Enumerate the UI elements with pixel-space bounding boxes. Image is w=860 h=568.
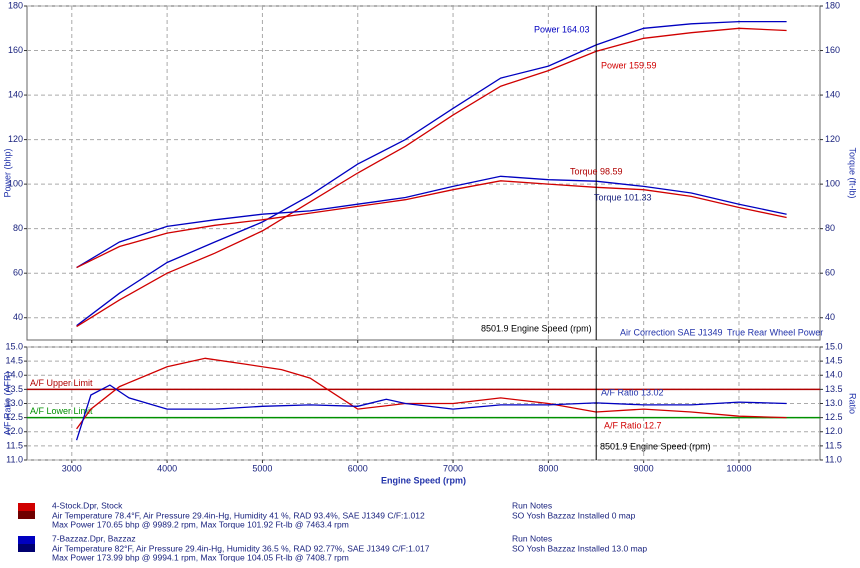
- y-tick-label: 40: [13, 312, 23, 322]
- y-tick-label: 14.5: [5, 356, 23, 366]
- x-tick-label: 5000: [252, 463, 272, 473]
- run-notes-title: Run Notes: [512, 533, 552, 543]
- run-max: Max Power 173.99 bhp @ 9994.1 rpm, Max T…: [52, 552, 349, 562]
- y2-axis-label: Torque (ft-lb): [848, 147, 858, 198]
- y2-tick-label: 60: [825, 268, 835, 278]
- y-axis-label: A/F Ratio (AFR): [2, 371, 12, 435]
- run-notes: SO Yosh Bazzaz Installed 0 map: [512, 510, 636, 520]
- y2-tick-label: 40: [825, 312, 835, 322]
- y2-tick-label: 11.5: [825, 440, 842, 450]
- run-notes-title: Run Notes: [512, 500, 552, 510]
- y-tick-label: 14.0: [5, 370, 23, 380]
- cursor-label: 8501.9 Engine Speed (rpm): [481, 323, 592, 333]
- run-title: 7-Bazzaz.Dpr, Bazzaz: [52, 533, 136, 543]
- x-tick-label: 8000: [538, 463, 558, 473]
- run-conditions: Air Temperature 78.4°F, Air Pressure 29.…: [52, 510, 425, 520]
- cursor-label: 8501.9 Engine Speed (rpm): [600, 441, 711, 451]
- y-tick-label: 80: [13, 223, 23, 233]
- y2-tick-label: 14.0: [825, 370, 843, 380]
- run-swatch-dark: [18, 511, 35, 519]
- series-line: [76, 175, 787, 269]
- run-swatch: [18, 503, 35, 511]
- y2-tick-label: 14.5: [825, 356, 843, 366]
- limit-label: A/F Upper Limit: [30, 378, 93, 388]
- y-tick-label: 120: [8, 134, 23, 144]
- y2-tick-label: 13.5: [825, 384, 843, 394]
- limit-label: A/F Lower Limit: [30, 406, 93, 416]
- y-tick-label: 180: [8, 0, 23, 10]
- annotation: A/F Ratio 12.7: [604, 420, 662, 430]
- series-line: [75, 384, 787, 441]
- y-tick-label: 11.0: [6, 454, 23, 464]
- y2-tick-label: 12.0: [825, 426, 843, 436]
- x-tick-label: 7000: [443, 463, 463, 473]
- y-tick-label: 12.5: [5, 412, 23, 422]
- x-axis-label: Engine Speed (rpm): [381, 475, 466, 485]
- y2-axis-label: Ratio: [848, 393, 858, 414]
- series-line: [76, 27, 787, 328]
- y2-tick-label: 160: [825, 45, 840, 55]
- y2-tick-label: 120: [825, 134, 840, 144]
- y-axis-label: Power (bhp): [2, 148, 12, 197]
- run-swatch: [18, 536, 35, 544]
- y2-tick-label: 11.0: [825, 454, 842, 464]
- annotation: Power 159.59: [601, 60, 657, 70]
- y2-tick-label: 13.0: [825, 398, 843, 408]
- x-tick-label: 3000: [62, 463, 82, 473]
- y2-tick-label: 180: [825, 0, 840, 10]
- series-line: [76, 180, 787, 269]
- y-tick-label: 15.0: [5, 341, 23, 351]
- x-tick-label: 9000: [634, 463, 654, 473]
- annotation: Torque 98.59: [570, 166, 623, 176]
- y-tick-label: 13.5: [5, 384, 23, 394]
- annotation: A/F Ratio 13.02: [601, 387, 664, 397]
- y-tick-label: 140: [8, 89, 23, 99]
- plot-area: [26, 5, 821, 341]
- x-tick-label: 10000: [726, 463, 751, 473]
- y-tick-label: 100: [8, 179, 23, 189]
- y-tick-label: 13.0: [5, 398, 23, 408]
- annotation: True Rear Wheel Power: [727, 327, 823, 337]
- run-max: Max Power 170.65 bhp @ 9989.2 rpm, Max T…: [52, 519, 349, 529]
- run-swatch-dark: [18, 544, 35, 552]
- x-tick-label: 4000: [157, 463, 177, 473]
- y2-tick-label: 15.0: [825, 341, 843, 351]
- run-title: 4-Stock.Dpr, Stock: [52, 500, 123, 510]
- annotation: Air Correction SAE J1349: [620, 327, 723, 337]
- y-tick-label: 12.0: [5, 426, 23, 436]
- y2-tick-label: 140: [825, 89, 840, 99]
- y-tick-label: 11.5: [6, 440, 23, 450]
- series-line: [76, 20, 787, 327]
- x-tick-label: 6000: [348, 463, 368, 473]
- annotation: Power 164.03: [534, 24, 590, 34]
- y2-tick-label: 100: [825, 179, 840, 189]
- run-notes: SO Yosh Bazzaz Installed 13.0 map: [512, 543, 647, 553]
- y2-tick-label: 80: [825, 223, 835, 233]
- y2-tick-label: 12.5: [825, 412, 843, 422]
- y-tick-label: 60: [13, 268, 23, 278]
- annotation: Torque 101.33: [594, 192, 652, 202]
- run-conditions: Air Temperature 82°F, Air Pressure 29.4i…: [52, 543, 430, 553]
- series-line: [76, 357, 787, 430]
- y-tick-label: 160: [8, 45, 23, 55]
